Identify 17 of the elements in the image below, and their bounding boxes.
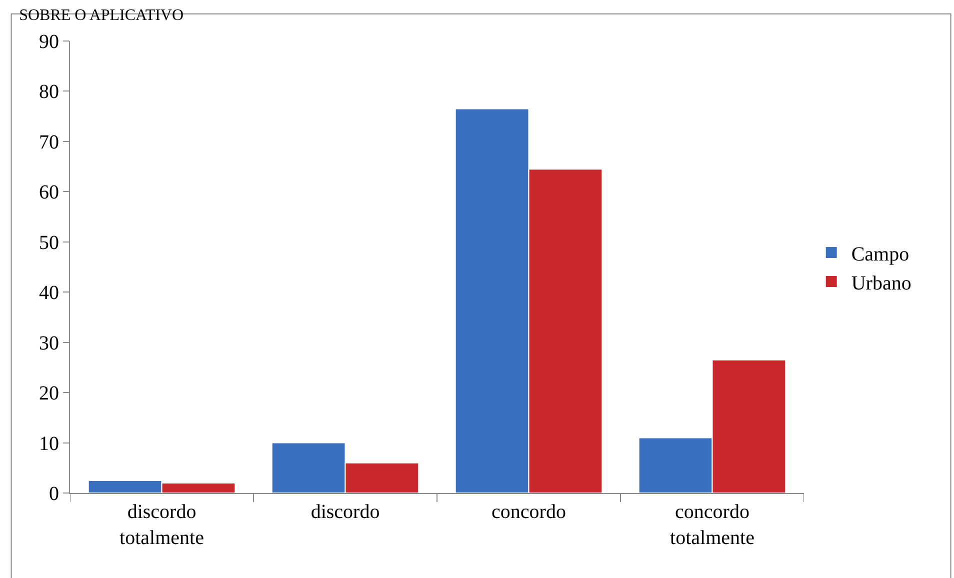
y-tick-label: 80: [39, 81, 59, 104]
legend-label: Campo: [851, 243, 910, 266]
x-tick-label: discordo totalmente: [120, 501, 204, 549]
y-tick-label: 30: [39, 332, 59, 354]
legend-label: Urbano: [851, 272, 912, 294]
y-tick-label: 40: [39, 282, 59, 304]
y-tick-label: 20: [39, 382, 59, 405]
y-tick-label: 50: [39, 232, 59, 254]
y-tick-label: 10: [39, 432, 59, 455]
x-tick-label: concordo totalmente: [670, 501, 755, 549]
chart-title: SOBRE O APLICATIVO: [19, 6, 184, 24]
y-tick-label: 0: [49, 483, 59, 505]
x-tick-label: discordo: [310, 501, 380, 523]
x-tick-label: concordo: [492, 501, 566, 523]
y-tick-label: 60: [39, 182, 59, 204]
y-tick-label: 90: [39, 31, 59, 53]
y-tick-label: 70: [39, 131, 59, 154]
